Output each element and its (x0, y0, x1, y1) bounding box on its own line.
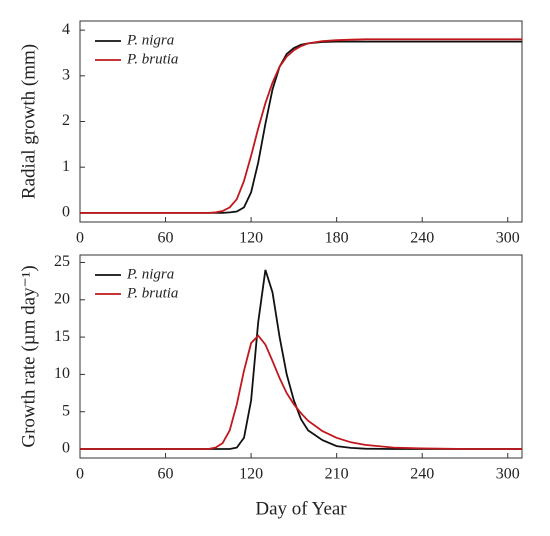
legend-label: P. nigra (126, 32, 174, 48)
series-line (80, 38, 522, 214)
y-axis-label: Growth rate (µm day⁻¹) (18, 265, 39, 447)
y-tick-label: 15 (54, 328, 70, 345)
y-tick-label: 25 (54, 253, 70, 270)
x-tick-label: 240 (410, 466, 434, 483)
y-tick-label: 4 (62, 21, 70, 38)
legend-label: P. brutia (126, 285, 178, 301)
x-tick-label: 210 (325, 466, 349, 483)
series-line (80, 334, 522, 450)
y-tick-label: 5 (62, 402, 70, 419)
y-tick-label: 10 (54, 365, 70, 382)
x-tick-label: 300 (496, 466, 520, 483)
y-tick-label: 0 (62, 440, 70, 457)
x-axis-label: Day of Year (255, 498, 347, 519)
x-tick-label: 0 (76, 466, 84, 483)
series-line (80, 269, 522, 450)
x-tick-label: 300 (496, 230, 520, 247)
x-tick-label: 60 (158, 230, 174, 247)
y-tick-label: 3 (62, 66, 70, 83)
x-tick-label: 120 (239, 466, 263, 483)
x-tick-label: 240 (410, 230, 434, 247)
y-axis-label: Radial growth (mm) (18, 44, 39, 199)
legend-label: P. brutia (126, 51, 178, 67)
y-tick-label: 20 (54, 290, 70, 307)
x-tick-label: 60 (158, 466, 174, 483)
y-tick-label: 0 (62, 204, 70, 221)
x-tick-label: 0 (76, 230, 84, 247)
x-tick-label: 180 (325, 230, 349, 247)
y-tick-label: 1 (62, 158, 70, 175)
plot-frame (79, 254, 523, 459)
y-tick-label: 2 (62, 112, 70, 129)
x-tick-label: 120 (239, 230, 263, 247)
legend-label: P. nigra (126, 266, 174, 282)
